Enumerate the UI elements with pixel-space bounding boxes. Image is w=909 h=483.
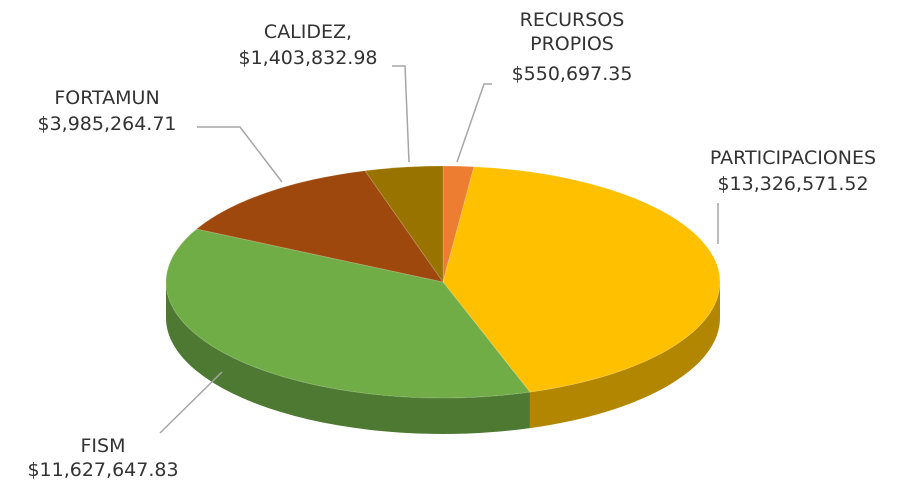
slice-top	[442, 165, 475, 283]
slice	[442, 166, 721, 429]
data-label: FORTAMUN	[54, 87, 160, 109]
data-label: CALIDEZ,	[263, 21, 353, 43]
slice	[442, 165, 475, 283]
data-label: FISM	[80, 435, 126, 457]
data-label: PARTICIPACIONES	[709, 147, 877, 169]
slice-side	[529, 282, 720, 429]
slice-top	[195, 170, 445, 283]
data-label: $3,985,264.71	[37, 113, 177, 135]
slice-top	[165, 228, 531, 399]
leader-line	[392, 65, 410, 163]
leader-line	[197, 126, 283, 183]
slice-top	[364, 165, 444, 284]
slice-top	[442, 166, 721, 393]
data-label: $550,697.35	[511, 63, 633, 85]
data-label: $13,326,571.52	[717, 173, 869, 195]
slice-side	[166, 282, 530, 434]
leader-line	[456, 83, 492, 163]
data-label: $11,627,647.83	[27, 459, 179, 481]
slice	[165, 228, 531, 434]
leader-line	[159, 371, 223, 434]
slice	[195, 170, 445, 283]
data-label: $1,403,832.98	[238, 47, 378, 69]
data-label: RECURSOS PROPIOS	[519, 9, 625, 55]
slice	[364, 165, 444, 284]
